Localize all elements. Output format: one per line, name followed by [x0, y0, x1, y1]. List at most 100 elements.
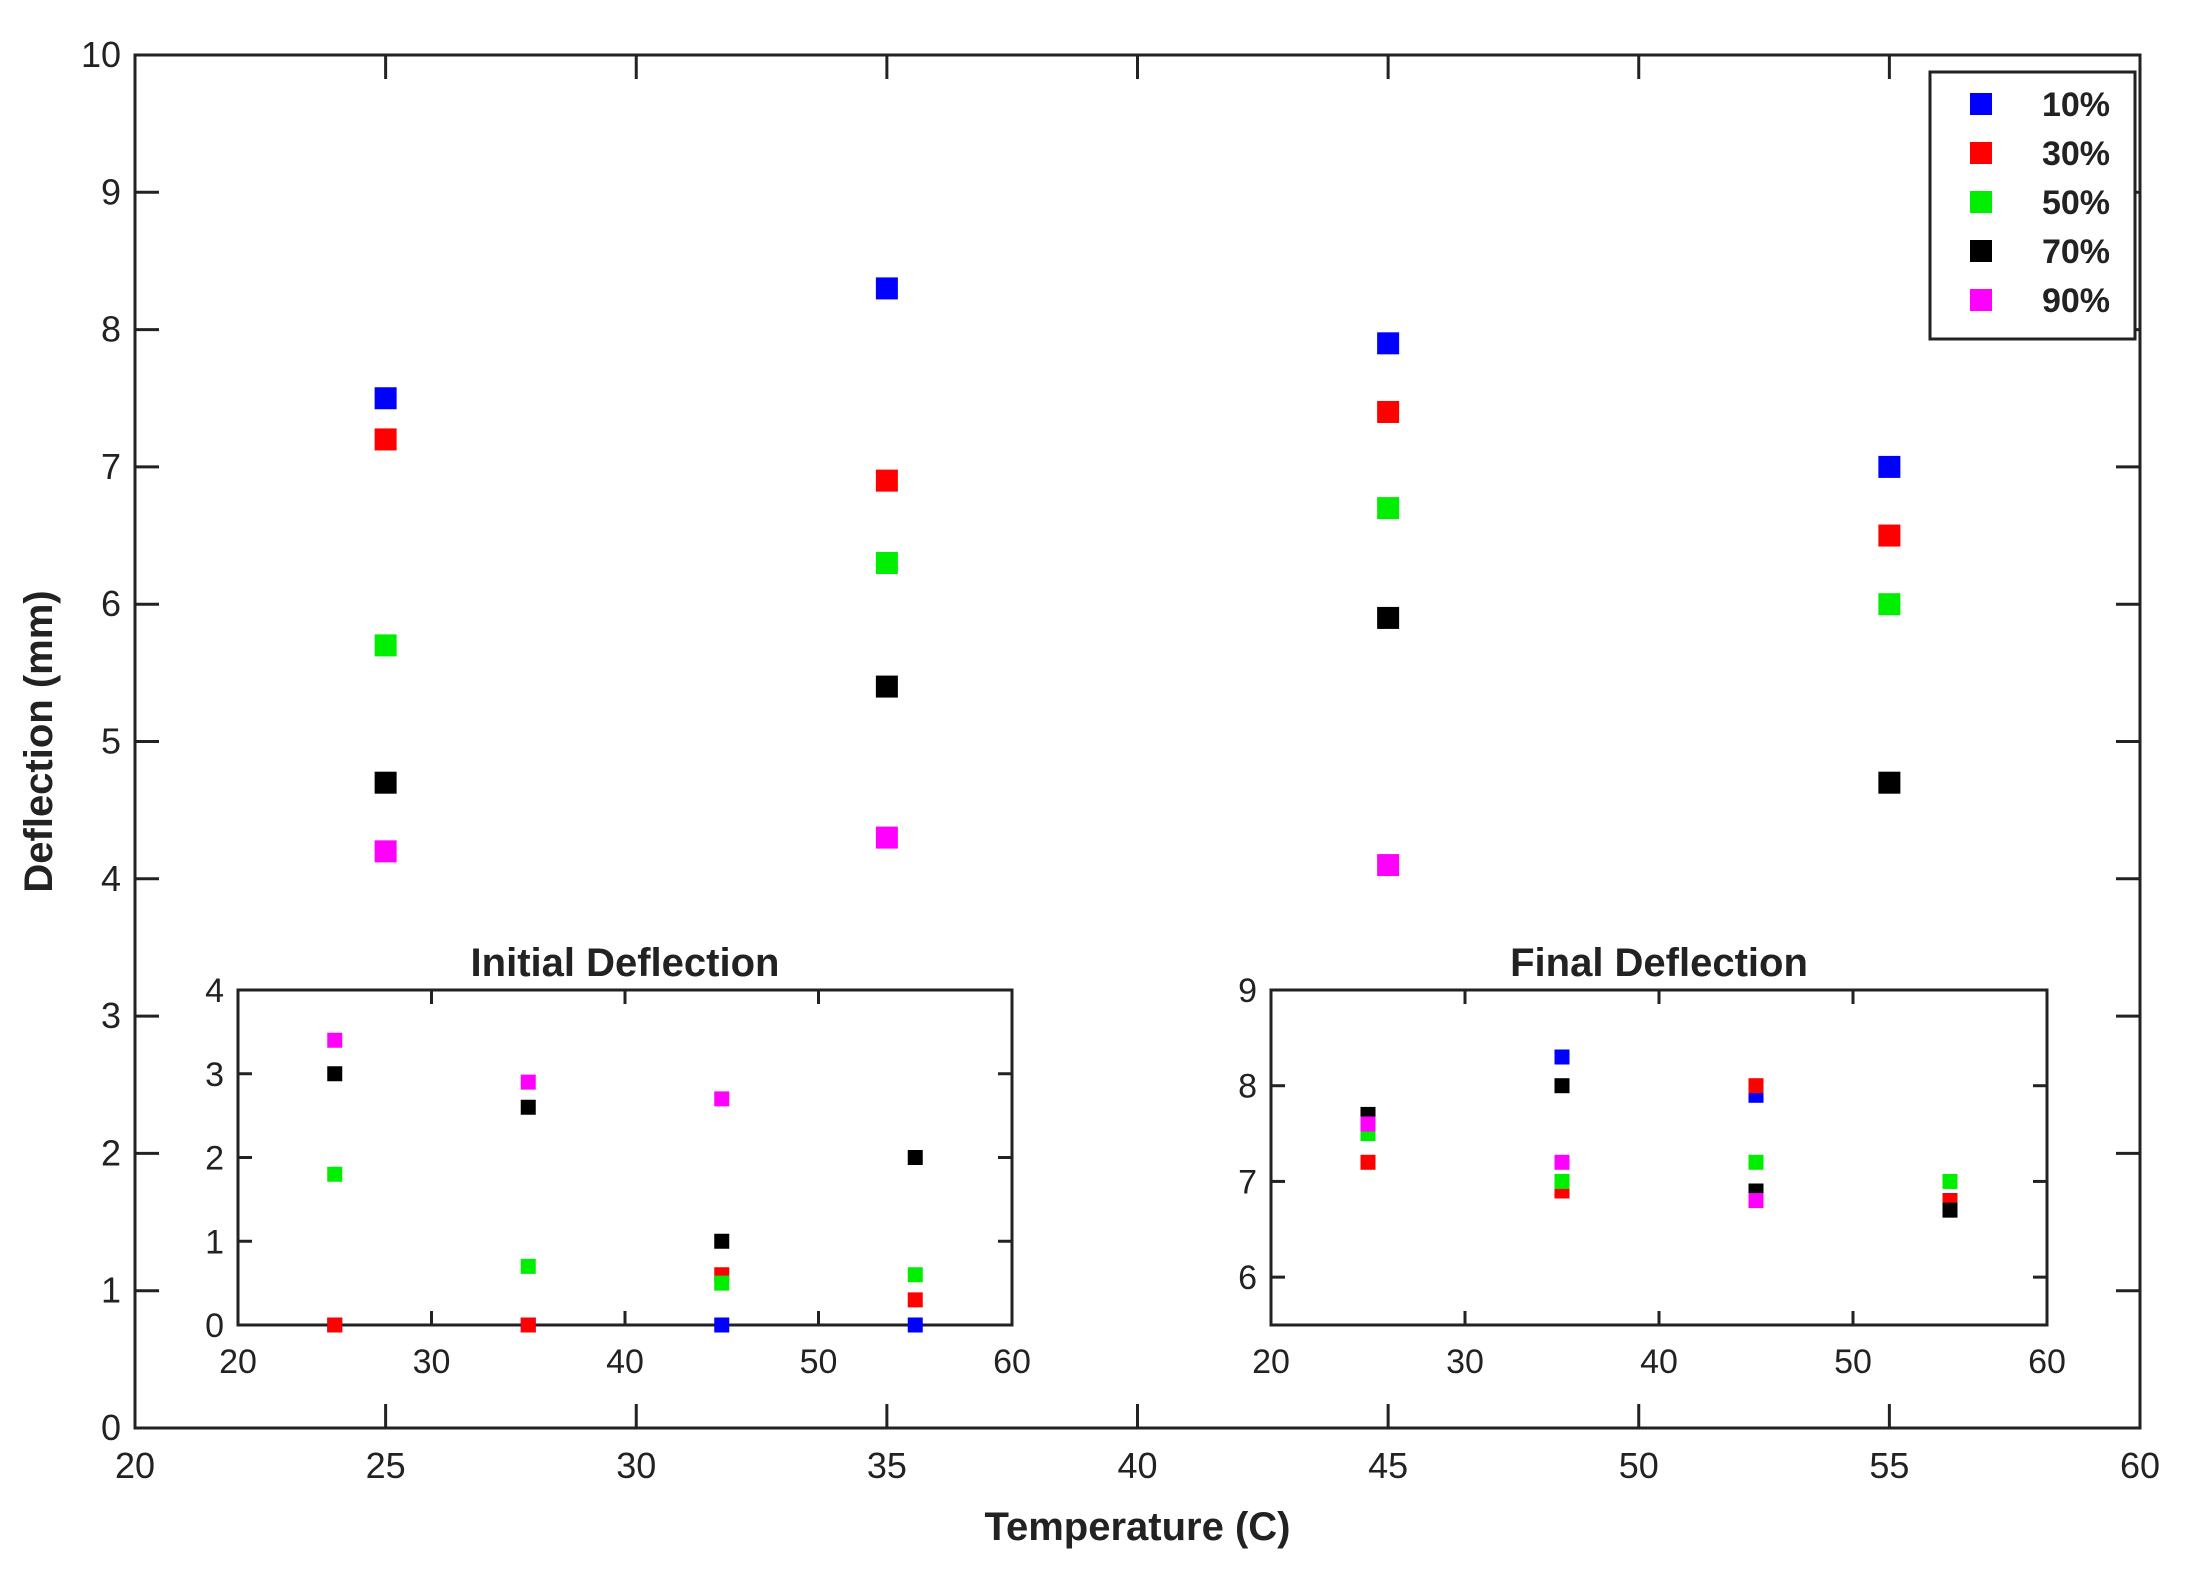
final-y-tick-label: 7 [1238, 1163, 1257, 1201]
legend-label-50: 50% [2042, 184, 2110, 222]
final-x-tick-label: 50 [1834, 1343, 1872, 1381]
main-x-tick-label: 60 [2120, 1445, 2160, 1486]
initial-point-90 [714, 1091, 730, 1107]
main-y-tick-label: 6 [101, 583, 121, 624]
initial-point-70 [327, 1066, 343, 1082]
final-point-90 [1748, 1193, 1764, 1209]
legend: 10% 30% 50% 70% 90% [1928, 70, 2137, 341]
main-point-10 [374, 387, 397, 410]
main-point-90 [1377, 854, 1400, 877]
legend-label-30: 30% [2042, 135, 2110, 173]
final-point-70 [1942, 1202, 1958, 1218]
initial-point-30 [327, 1317, 343, 1333]
final-y-tick-label: 9 [1238, 972, 1257, 1010]
main-y-tick-label: 7 [101, 446, 121, 487]
legend-label-70: 70% [2042, 233, 2110, 271]
final-point-90 [1360, 1116, 1376, 1132]
initial-point-70 [907, 1150, 923, 1165]
main-point-50 [875, 552, 898, 575]
main-y-tick-label: 10 [81, 34, 121, 75]
initial-x-tick-label: 40 [606, 1343, 644, 1381]
main-x-tick-label: 25 [366, 1445, 406, 1486]
main-x-tick-label: 20 [115, 1445, 155, 1486]
main-x-tick-label: 40 [1117, 1445, 1157, 1486]
main-y-tick-label: 9 [101, 171, 121, 212]
main-y-tick-label: 1 [101, 1270, 121, 1311]
main-y-tick-label: 0 [101, 1407, 121, 1448]
main-point-10 [1377, 332, 1400, 355]
final-x-tick-label: 30 [1446, 1343, 1484, 1381]
final-point-30 [1748, 1078, 1764, 1094]
legend-marker-30 [1970, 142, 1992, 164]
initial-x-tick-label: 20 [219, 1343, 257, 1381]
legend-label-90: 90% [2042, 282, 2110, 320]
y-axis-label: Deflection (mm) [17, 590, 61, 892]
main-x-tick-label: 55 [1869, 1445, 1909, 1486]
main-point-50 [1878, 593, 1901, 616]
main-y-tick-label: 2 [101, 1132, 121, 1173]
final-point-50 [1554, 1173, 1570, 1189]
initial-x-tick-label: 50 [800, 1343, 838, 1381]
initial-y-tick-label: 0 [205, 1307, 224, 1345]
final-y-tick-label: 6 [1238, 1259, 1257, 1297]
initial-y-tick-label: 4 [205, 972, 224, 1010]
final-plot-background [1271, 990, 2047, 1325]
main-point-30 [374, 428, 397, 451]
main-point-50 [1377, 497, 1400, 520]
main-point-30 [1878, 524, 1901, 547]
final-x-tick-label: 40 [1640, 1343, 1678, 1381]
main-point-50 [374, 634, 397, 657]
initial-y-tick-label: 2 [205, 1140, 224, 1178]
initial-x-tick-label: 60 [993, 1343, 1031, 1381]
initial-title: Initial Deflection [471, 941, 780, 985]
initial-point-70 [520, 1099, 536, 1115]
final-y-tick-label: 8 [1238, 1068, 1257, 1106]
initial-plot-background [238, 990, 1012, 1325]
initial-x-tick-label: 30 [413, 1343, 451, 1381]
main-x-tick-label: 30 [616, 1445, 656, 1486]
initial-point-90 [327, 1032, 343, 1048]
initial-point-30 [907, 1292, 923, 1308]
legend-box [1928, 70, 2137, 341]
main-point-90 [374, 840, 397, 863]
final-point-90 [1554, 1154, 1570, 1170]
legend-marker-50 [1970, 191, 1992, 213]
initial-point-50 [520, 1258, 536, 1274]
legend-label-10: 10% [2042, 86, 2110, 124]
main-plot: 20 25 30 35 40 45 50 55 60012345678910Temperatur… [17, 34, 2160, 1549]
initial-point-50 [327, 1166, 343, 1182]
final-point-70 [1554, 1078, 1570, 1094]
initial-point-30 [520, 1317, 536, 1333]
main-point-30 [875, 469, 898, 492]
final-point-10 [1554, 1049, 1570, 1065]
main-x-tick-label: 45 [1368, 1445, 1408, 1486]
initial-deflection-inset: 20 30 40 50 60 0 1 2 3 4 Initial Deflection [205, 941, 1031, 1381]
final-deflection-inset: 20 30 40 50 60 6 7 8 9 Final Deflection [1238, 941, 2066, 1381]
main-point-70 [374, 771, 397, 794]
legend-marker-90 [1970, 289, 1992, 311]
main-point-90 [875, 826, 898, 849]
initial-point-50 [907, 1267, 923, 1283]
main-x-tick-label: 50 [1619, 1445, 1659, 1486]
main-point-70 [1878, 771, 1901, 794]
initial-point-50 [714, 1275, 730, 1291]
main-y-tick-label: 8 [101, 309, 121, 350]
main-point-30 [1377, 400, 1400, 423]
main-y-tick-label: 3 [101, 995, 121, 1036]
main-x-tick-label: 35 [867, 1445, 907, 1486]
legend-marker-70 [1970, 240, 1992, 262]
main-y-tick-label: 4 [101, 858, 121, 899]
final-x-tick-label: 60 [2028, 1343, 2066, 1381]
final-point-30 [1360, 1154, 1376, 1170]
main-point-70 [875, 675, 898, 698]
final-point-50 [1942, 1173, 1958, 1189]
initial-point-90 [520, 1074, 536, 1090]
initial-point-70 [714, 1233, 730, 1249]
final-point-50 [1748, 1154, 1764, 1170]
final-x-tick-label: 20 [1252, 1343, 1290, 1381]
x-axis-label: Temperature (C) [985, 1505, 1291, 1549]
main-point-10 [875, 277, 898, 300]
main-y-tick-label: 5 [101, 721, 121, 762]
initial-point-10 [907, 1317, 923, 1333]
main-point-70 [1377, 606, 1400, 629]
